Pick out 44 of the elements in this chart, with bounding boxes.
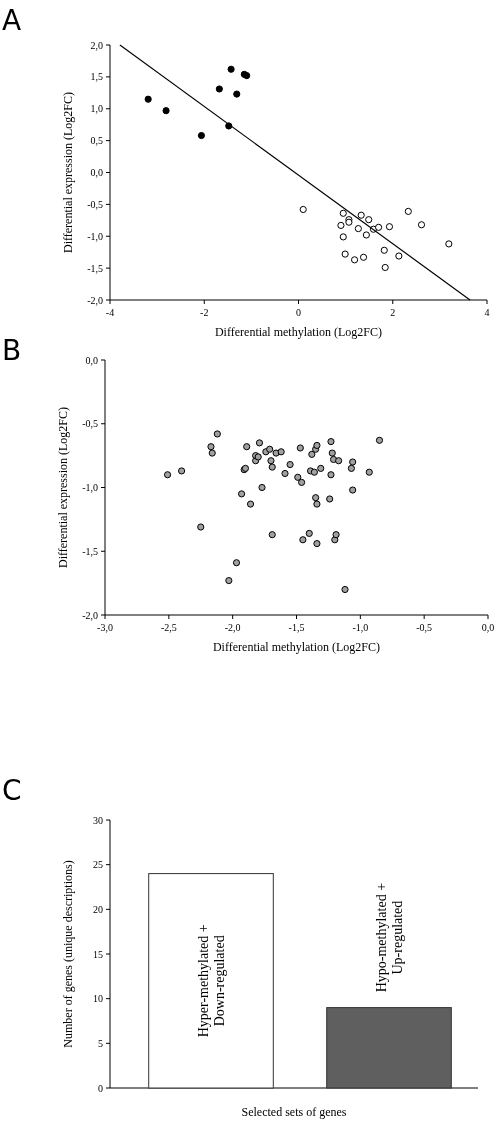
x-axis-title: Selected sets of genes [241, 1105, 347, 1119]
x-tick-label: 2 [390, 307, 396, 318]
y-axis-title: Differential expression (Log2FC) [56, 406, 70, 569]
x-tick-label: -1,5 [288, 622, 305, 633]
y-tick-label: -1,0 [82, 482, 98, 493]
y-tick-label: 0,0 [90, 167, 103, 178]
y-tick-label: 1,5 [90, 71, 103, 83]
chart-title: B [2, 334, 22, 367]
y-tick-label: 0 [98, 1082, 103, 1094]
y-tick-label: 5 [98, 1037, 103, 1049]
y-tick-label: -1,5 [87, 262, 103, 274]
y-tick-label: -0,5 [87, 198, 103, 210]
y-tick-label: 2,0 [90, 39, 103, 51]
chart-title: C [2, 774, 22, 807]
x-tick-label: -0,5 [416, 622, 433, 633]
y-axis-title: Differential expression (Log2FC) [61, 91, 75, 254]
x-tick-label: -2 [200, 307, 209, 318]
x-axis-title: Differential methylation (Log2FC) [214, 325, 383, 339]
y-tick-label: 20 [93, 903, 103, 915]
x-tick-label: -2,0 [224, 622, 241, 633]
y-tick-label: 1,0 [90, 103, 103, 115]
x-tick-label: -3,0 [97, 622, 113, 633]
y-tick-label: -1,5 [82, 545, 98, 557]
x-tick-label: 0 [296, 307, 301, 318]
chart-title: A [2, 4, 22, 37]
x-tick-label: Hypo-methylated + Up-regulated [374, 882, 405, 993]
x-tick-label: -1,0 [352, 622, 369, 633]
y-tick-label: 25 [93, 859, 103, 871]
y-tick-label: -2,0 [82, 609, 98, 621]
x-axis-title: Differential methylation (Log2FC) [212, 640, 381, 654]
x-tick-label: 4 [484, 307, 490, 318]
x-tick-label: 0,0 [481, 622, 495, 633]
y-tick-label: -2,0 [87, 294, 103, 306]
y-axis-title: Number of genes (unique descriptions) [61, 860, 75, 1048]
y-tick-label: -0,5 [82, 418, 98, 430]
y-tick-label: 15 [93, 948, 103, 960]
y-tick-label: 30 [93, 814, 103, 826]
y-tick-label: 0,0 [85, 354, 98, 366]
x-tick-label: -4 [105, 307, 115, 318]
x-tick-label: Hyper-methylated + Down-regulated [196, 924, 227, 1038]
y-tick-label: -1,0 [87, 230, 103, 242]
y-tick-label: 10 [93, 993, 103, 1005]
x-tick-label: -2,5 [160, 622, 177, 633]
y-tick-label: 0,5 [90, 135, 103, 147]
